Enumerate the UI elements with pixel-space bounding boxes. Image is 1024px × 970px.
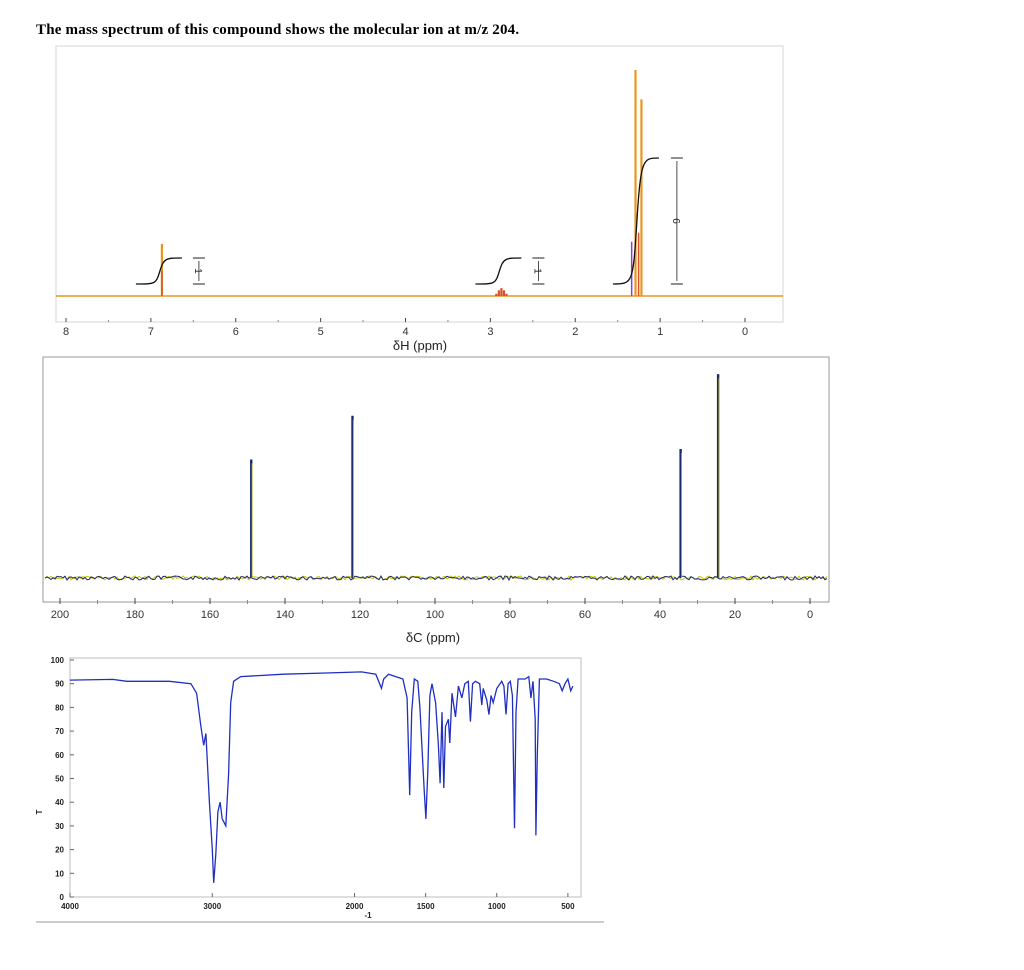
c-nmr-tick-label-3: 140 xyxy=(276,609,294,621)
ir-x-tick-label-2: 2000 xyxy=(346,902,364,911)
ir-x-axis: 4000 3000 2000 1500 1000 500 xyxy=(61,893,575,911)
h-nmr-tick-label-8: 0 xyxy=(742,326,748,338)
ir-trace xyxy=(69,671,574,883)
ir-y-tick-label-7: 70 xyxy=(55,727,64,736)
c-nmr-axis: 200 180 160 140 120 100 80 60 40 20 0 xyxy=(51,598,813,621)
ir-y-tick-label-4: 40 xyxy=(55,798,64,807)
ir-y-tick-label-5: 50 xyxy=(55,775,64,784)
h-nmr-integral-curve-0 xyxy=(135,257,182,285)
c-nmr-tick-label-7: 60 xyxy=(579,609,591,621)
ir-y-tick-label-10: 100 xyxy=(51,656,65,665)
ir-x-axis-title: -1 xyxy=(364,911,372,920)
ir-y-tick-label-0: 0 xyxy=(60,893,65,902)
ir-y-tick-label-1: 10 xyxy=(55,869,64,878)
c-nmr-noise-b xyxy=(44,574,828,582)
ir-y-axis: 0 10 20 30 40 50 60 70 80 90 100 xyxy=(51,656,74,902)
h-nmr-tick-label-4: 4 xyxy=(402,326,408,338)
page-heading: The mass spectrum of this compound shows… xyxy=(36,22,520,38)
c-nmr-tick-label-4: 120 xyxy=(351,609,369,621)
h-nmr-peaks xyxy=(56,70,783,297)
h-nmr-tick-label-6: 2 xyxy=(572,326,578,338)
ir-y-tick-label-9: 90 xyxy=(55,680,64,689)
c-nmr-tick-label-5: 100 xyxy=(426,609,444,621)
c-nmr-tick-label-0: 200 xyxy=(51,609,69,621)
c-nmr-x-axis-title: δC (ppm) xyxy=(406,630,460,645)
h-nmr-tick-label-1: 7 xyxy=(148,326,154,338)
c-nmr-tick-label-2: 160 xyxy=(201,609,219,621)
ir-plot-frame xyxy=(69,657,582,898)
ir-y-tick-label-2: 20 xyxy=(55,846,64,855)
ir-y-tick-label-8: 80 xyxy=(55,703,64,712)
c-nmr-plot-frame xyxy=(42,356,830,603)
c-nmr-tick-label-8: 40 xyxy=(654,609,666,621)
ir-y-tick-label-3: 30 xyxy=(55,822,64,831)
h-nmr-integral-label-2: 6 xyxy=(670,218,681,224)
c-nmr-tick-label-6: 80 xyxy=(504,609,516,621)
ir-x-tick-label-1: 3000 xyxy=(203,902,221,911)
ir-y-axis-title: T xyxy=(35,809,44,814)
c-nmr-spectrum: 200 180 160 140 120 100 80 60 40 20 0 δC (ppm) xyxy=(42,356,830,645)
h-nmr-spectrum: 1 1 6 8 7 6 5 4 3 2 1 0 δH (ppm) xyxy=(55,45,784,353)
h-nmr-tick-label-7: 1 xyxy=(657,326,663,338)
ir-x-tick-label-5: 500 xyxy=(561,902,575,911)
c-nmr-peaks xyxy=(250,374,720,578)
h-nmr-integral-label-0: 1 xyxy=(192,268,203,274)
c-nmr-tick-label-9: 20 xyxy=(729,609,741,621)
h-nmr-tick-label-3: 5 xyxy=(318,326,324,338)
c-nmr-baseline xyxy=(44,574,828,582)
h-nmr-tick-label-5: 3 xyxy=(487,326,493,338)
ir-x-tick-label-4: 1000 xyxy=(488,902,506,911)
h-nmr-x-axis-title: δH (ppm) xyxy=(393,338,447,353)
h-nmr-integral-curve-1 xyxy=(475,257,522,285)
ir-x-tick-label-3: 1500 xyxy=(417,902,435,911)
h-nmr-integrals: 1 1 6 xyxy=(135,157,683,285)
h-nmr-plot-frame xyxy=(55,45,784,323)
h-nmr-integral-curve-2 xyxy=(612,157,659,285)
h-nmr-axis: 8 7 6 5 4 3 2 1 0 xyxy=(63,318,748,338)
h-nmr-integral-label-1: 1 xyxy=(531,268,542,274)
ir-y-tick-label-6: 60 xyxy=(55,751,64,760)
c-nmr-tick-label-10: 0 xyxy=(807,609,813,621)
h-nmr-tick-label-2: 6 xyxy=(233,326,239,338)
c-nmr-tick-label-1: 180 xyxy=(126,609,144,621)
ir-x-tick-label-0: 4000 xyxy=(61,902,79,911)
h-nmr-tick-label-0: 8 xyxy=(63,326,69,338)
